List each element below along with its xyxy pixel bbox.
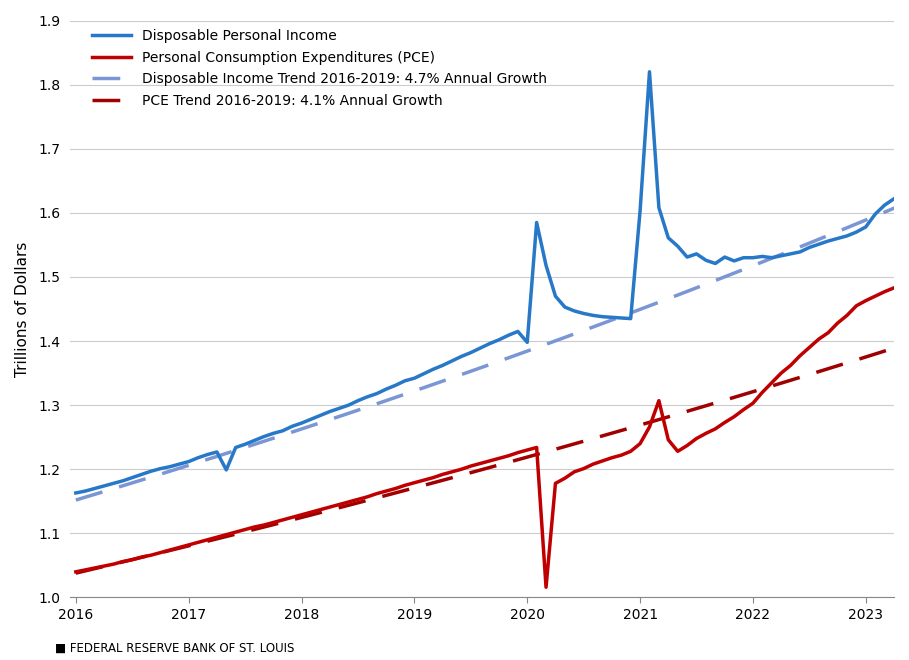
Personal Consumption Expenditures (PCE) xyxy=(503,452,514,460)
PCE Trend 2016-2019: 4.1% Annual Growth: (2.02e+03, 1.39): 4.1% Annual Growth: (2.02e+03, 1.39) xyxy=(888,344,899,352)
Personal Consumption Expenditures (PCE) xyxy=(184,541,195,549)
Personal Consumption Expenditures (PCE) xyxy=(682,442,693,449)
PCE Trend 2016-2019: 4.1% Annual Growth: (2.02e+03, 1.08): 4.1% Annual Growth: (2.02e+03, 1.08) xyxy=(174,544,185,552)
Disposable Income Trend 2016-2019: 4.7% Annual Growth: (2.02e+03, 1.25): 4.7% Annual Growth: (2.02e+03, 1.25) xyxy=(268,434,279,442)
Legend: Disposable Personal Income, Personal Consumption Expenditures (PCE), Disposable : Disposable Personal Income, Personal Con… xyxy=(86,23,553,114)
PCE Trend 2016-2019: 4.1% Annual Growth: (2.02e+03, 1.12): 4.1% Annual Growth: (2.02e+03, 1.12) xyxy=(286,516,297,524)
Y-axis label: Trillions of Dollars: Trillions of Dollars xyxy=(15,242,30,377)
Personal Consumption Expenditures (PCE) xyxy=(70,568,81,576)
Line: Disposable Income Trend 2016-2019: 4.7% Annual Growth: Disposable Income Trend 2016-2019: 4.7% … xyxy=(75,196,909,500)
PCE Trend 2016-2019: 4.1% Annual Growth: (2.02e+03, 1.11): 4.1% Annual Growth: (2.02e+03, 1.11) xyxy=(268,521,279,529)
Disposable Income Trend 2016-2019: 4.7% Annual Growth: (2.02e+03, 1.54): 4.7% Annual Growth: (2.02e+03, 1.54) xyxy=(785,247,796,255)
PCE Trend 2016-2019: 4.1% Annual Growth: (2.02e+03, 1.04): 4.1% Annual Growth: (2.02e+03, 1.04) xyxy=(70,569,81,577)
Line: Personal Consumption Expenditures (PCE): Personal Consumption Expenditures (PCE) xyxy=(75,271,909,587)
Personal Consumption Expenditures (PCE) xyxy=(212,533,223,541)
Disposable Income Trend 2016-2019: 4.7% Annual Growth: (2.02e+03, 1.61): 4.7% Annual Growth: (2.02e+03, 1.61) xyxy=(888,204,899,212)
Text: ■ FEDERAL RESERVE BANK OF ST. LOUIS: ■ FEDERAL RESERVE BANK OF ST. LOUIS xyxy=(55,642,294,655)
PCE Trend 2016-2019: 4.1% Annual Growth: (2.02e+03, 1.39): 4.1% Annual Growth: (2.02e+03, 1.39) xyxy=(898,341,909,349)
Disposable Personal Income xyxy=(212,448,223,456)
Disposable Income Trend 2016-2019: 4.7% Annual Growth: (2.02e+03, 1.15): 4.7% Annual Growth: (2.02e+03, 1.15) xyxy=(70,496,81,504)
Personal Consumption Expenditures (PCE) xyxy=(249,523,260,531)
Disposable Personal Income xyxy=(766,253,777,261)
PCE Trend 2016-2019: 4.1% Annual Growth: (2.02e+03, 1.34): 4.1% Annual Growth: (2.02e+03, 1.34) xyxy=(785,376,796,384)
Personal Consumption Expenditures (PCE) xyxy=(766,379,777,387)
Disposable Personal Income xyxy=(682,253,693,261)
Line: Disposable Personal Income: Disposable Personal Income xyxy=(75,72,909,493)
Disposable Personal Income xyxy=(184,457,195,465)
Disposable Personal Income xyxy=(70,489,81,497)
Line: PCE Trend 2016-2019: 4.1% Annual Growth: PCE Trend 2016-2019: 4.1% Annual Growth xyxy=(75,339,909,573)
Disposable Income Trend 2016-2019: 4.7% Annual Growth: (2.02e+03, 1.2): 4.7% Annual Growth: (2.02e+03, 1.2) xyxy=(174,465,185,473)
Disposable Personal Income xyxy=(249,436,260,444)
Personal Consumption Expenditures (PCE) xyxy=(541,583,552,591)
Disposable Income Trend 2016-2019: 4.7% Annual Growth: (2.02e+03, 1.26): 4.7% Annual Growth: (2.02e+03, 1.26) xyxy=(286,428,297,436)
Disposable Income Trend 2016-2019: 4.7% Annual Growth: (2.02e+03, 1.61): 4.7% Annual Growth: (2.02e+03, 1.61) xyxy=(898,201,909,209)
Disposable Personal Income xyxy=(503,331,514,339)
Disposable Personal Income xyxy=(644,68,655,76)
